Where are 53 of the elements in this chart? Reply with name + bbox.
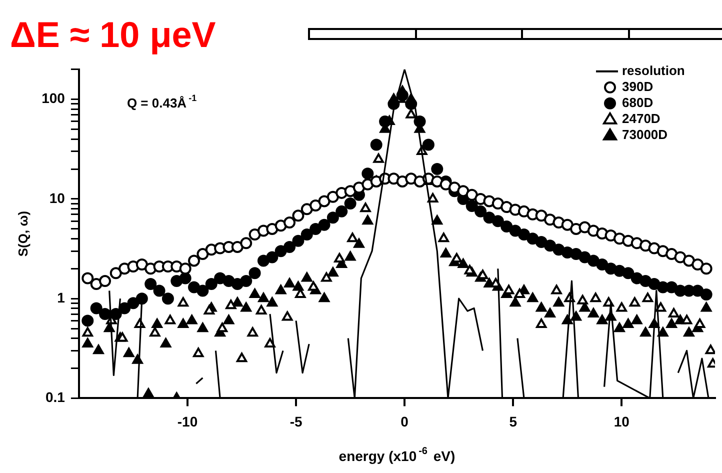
point	[629, 297, 640, 307]
point	[216, 322, 228, 332]
point	[308, 281, 319, 291]
point	[164, 314, 176, 324]
y-tick-label: 10	[49, 190, 66, 206]
point	[577, 294, 588, 304]
chart-title: ΔE ≈ 10 μeV	[10, 14, 216, 56]
point	[360, 202, 371, 212]
point	[681, 314, 692, 324]
point	[427, 192, 438, 202]
point	[590, 292, 601, 302]
y-tick-label: 100	[42, 90, 66, 106]
point	[514, 288, 525, 298]
point	[373, 153, 384, 163]
point	[256, 305, 267, 315]
point	[451, 252, 462, 262]
point	[247, 327, 258, 337]
point	[705, 344, 715, 354]
x-tick-label: -5	[290, 413, 302, 430]
point	[334, 252, 345, 262]
point	[204, 305, 215, 315]
legend-label: 73000D	[622, 126, 668, 142]
point	[82, 327, 93, 337]
point	[438, 232, 449, 242]
point	[668, 308, 680, 318]
x-tick-label: 5	[509, 413, 518, 430]
x-tick-label: -10	[177, 413, 198, 430]
point	[347, 232, 358, 242]
y-tick-label: 0.1	[45, 389, 66, 406]
legend-label: 390D	[622, 78, 654, 94]
point	[226, 300, 236, 310]
point	[536, 318, 547, 328]
point	[117, 332, 128, 342]
legend-label: 680D	[622, 94, 654, 110]
point	[694, 318, 706, 328]
point	[321, 272, 332, 282]
legend-label: 2470D	[622, 110, 660, 126]
point	[193, 348, 204, 358]
point	[178, 297, 188, 307]
point	[406, 108, 416, 118]
point	[150, 327, 160, 337]
point	[616, 302, 627, 312]
x-tick-label: 0	[400, 413, 409, 430]
point	[282, 311, 293, 321]
x-tick-label: 10	[614, 413, 630, 430]
point	[642, 292, 654, 302]
y-tick-label: 1	[57, 289, 66, 306]
point	[503, 284, 514, 294]
point	[551, 284, 562, 294]
legend-label: resolution	[622, 62, 685, 78]
point	[264, 338, 276, 348]
y-axis-title: S(Q, ω)	[15, 210, 30, 257]
point	[236, 352, 248, 362]
